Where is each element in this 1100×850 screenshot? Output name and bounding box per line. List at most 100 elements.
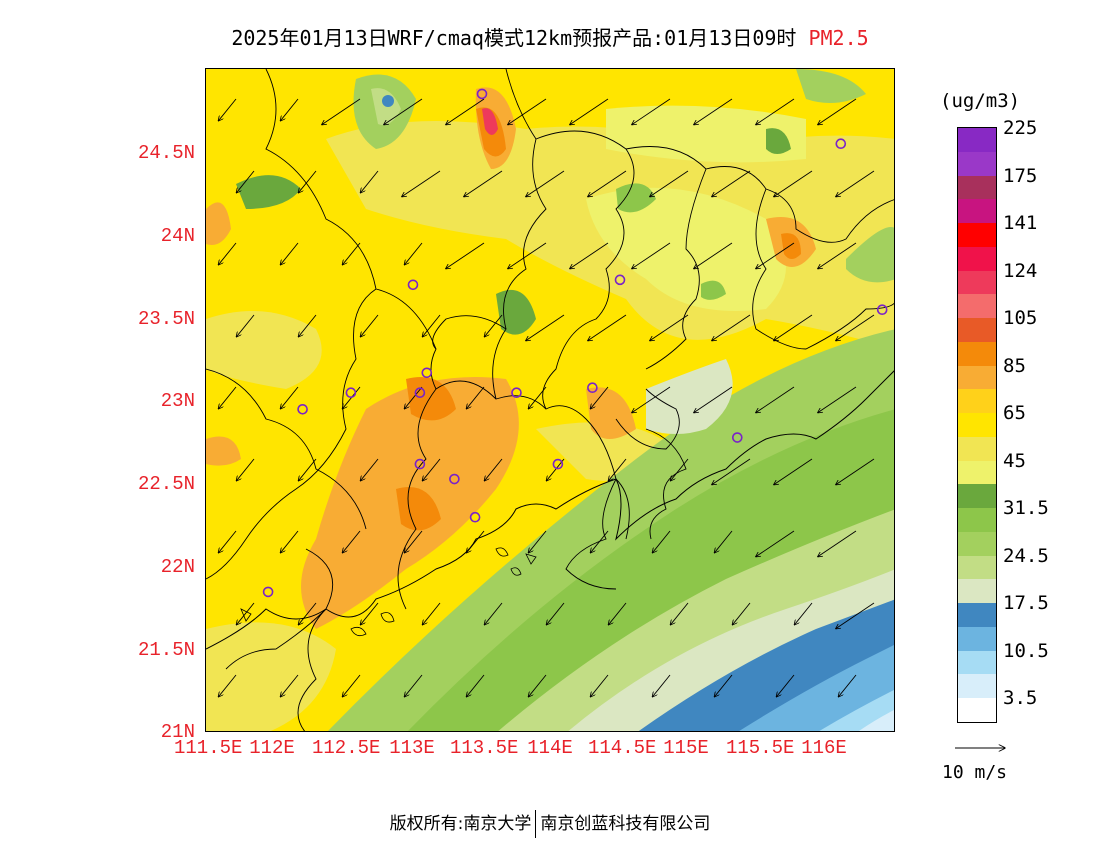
wind-vector xyxy=(650,314,689,341)
wind-vector xyxy=(484,458,503,481)
wind-vector xyxy=(632,386,671,413)
colorbar-label: 17.5 xyxy=(1003,592,1049,615)
lat-label: 24N xyxy=(160,225,195,247)
station-marker xyxy=(414,387,426,399)
station-marker xyxy=(731,432,743,443)
wind-vector xyxy=(298,170,317,193)
wind-vector xyxy=(404,242,423,265)
wind-vector xyxy=(342,674,361,697)
wind-vector xyxy=(402,170,441,197)
wind-vector xyxy=(280,242,299,265)
wind-vector xyxy=(422,458,441,481)
station-marker xyxy=(469,511,481,523)
copyright-footer: 版权所有:南京大学 南京创蓝科技有限公司 xyxy=(0,809,1100,838)
colorbar-swatch xyxy=(958,603,996,627)
colorbar-swatch xyxy=(958,151,996,176)
station-marker xyxy=(297,403,308,415)
wind-vector xyxy=(360,602,379,625)
footer-separator xyxy=(535,810,537,838)
wind-vector xyxy=(280,674,299,697)
colorbar-label: 10.5 xyxy=(1003,639,1049,662)
wind-vector xyxy=(342,242,361,265)
wind-vector xyxy=(588,314,627,341)
colorbar-swatch xyxy=(958,508,996,532)
copyright-right: 南京创蓝科技有限公司 xyxy=(540,814,711,834)
wind-vector xyxy=(218,98,237,121)
wind-vector xyxy=(590,386,609,409)
wind-vector xyxy=(588,170,627,197)
station-marker xyxy=(262,586,274,598)
wind-vector xyxy=(546,458,565,481)
lon-label: 114.5E xyxy=(588,737,657,759)
colorbar-swatch xyxy=(958,341,996,366)
wind-vector xyxy=(466,386,485,409)
wind-vector xyxy=(712,458,751,485)
wind-vector xyxy=(570,98,609,125)
wind-vector xyxy=(590,674,609,697)
wind-vector xyxy=(694,98,733,125)
wind-vector xyxy=(756,98,795,125)
colorbar-swatch xyxy=(958,436,996,461)
colorbar-label: 24.5 xyxy=(1003,544,1049,567)
station-marker xyxy=(407,279,419,291)
wind-vector xyxy=(818,242,857,269)
wind-vector xyxy=(836,458,875,485)
wind-vector xyxy=(446,242,485,269)
lat-label: 24.5N xyxy=(137,142,195,164)
wind-vector xyxy=(590,530,609,553)
colorbar-label: 3.5 xyxy=(1003,687,1038,710)
wind-reference-arrow xyxy=(955,740,1015,756)
wind-vector xyxy=(484,314,503,337)
wind-vector xyxy=(508,98,547,125)
station-marker xyxy=(421,367,433,379)
colorbar-swatch xyxy=(958,294,996,318)
wind-vector xyxy=(360,314,379,337)
wind-vector xyxy=(712,170,751,197)
wind-vector xyxy=(236,458,255,481)
wind-vector xyxy=(694,386,733,413)
wind-vector xyxy=(818,386,857,413)
wind-vector xyxy=(838,674,857,697)
colorbar-swatch xyxy=(958,650,996,675)
colorbar-swatch xyxy=(958,698,996,722)
lon-label: 115E xyxy=(663,737,709,759)
colorbar-swatch xyxy=(958,484,996,508)
wind-vector xyxy=(818,98,857,125)
station-marker xyxy=(587,382,598,394)
wind-vector xyxy=(714,674,733,697)
wind-vector xyxy=(714,530,733,553)
pm25-map xyxy=(205,68,895,732)
station-marker xyxy=(414,458,426,470)
wind-vector xyxy=(608,602,627,625)
colorbar-label: 141 xyxy=(1003,212,1038,235)
wind-vector xyxy=(342,530,361,553)
wind-vector xyxy=(670,602,689,625)
wind-vector xyxy=(384,98,423,125)
colorbar-swatch xyxy=(958,223,996,247)
wind-vector xyxy=(322,98,361,125)
wind-vector xyxy=(280,98,299,121)
wind-vector xyxy=(280,386,299,409)
wind-vector xyxy=(404,530,423,553)
wind-vector xyxy=(632,98,671,125)
lon-label: 113E xyxy=(389,737,435,759)
colorbar-label: 65 xyxy=(1003,402,1026,425)
wind-vector xyxy=(652,530,671,553)
colorbar-swatch xyxy=(958,531,996,556)
lon-label: 115.5E xyxy=(726,737,795,759)
colorbar-label: 175 xyxy=(1003,164,1038,187)
copyright-left: 版权所有:南京大学 xyxy=(389,814,532,834)
wind-vector xyxy=(712,314,751,341)
colorbar-label: 225 xyxy=(1003,117,1038,139)
wind-vector xyxy=(526,314,565,341)
wind-vector xyxy=(236,170,255,193)
wind-vector xyxy=(298,458,317,481)
wind-vector xyxy=(298,602,317,625)
wind-vector xyxy=(404,386,423,409)
colorbar-label: 85 xyxy=(1003,354,1026,377)
wind-vector xyxy=(236,602,255,625)
colorbar-swatch xyxy=(958,555,996,580)
lon-label: 114E xyxy=(527,737,573,759)
colorbar-label: 124 xyxy=(1003,259,1038,282)
wind-vector xyxy=(836,314,875,341)
